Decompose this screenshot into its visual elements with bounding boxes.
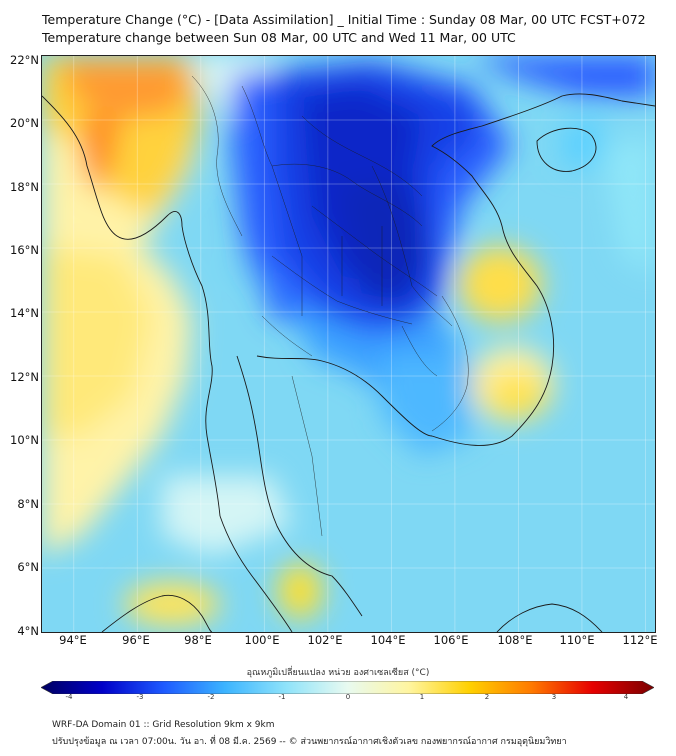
lat-label-14: 14°N [10, 306, 39, 320]
coastlines [42, 93, 655, 632]
chart-title: Temperature Change (°C) - [Data Assimila… [42, 12, 646, 27]
colorbar-tick: 1 [419, 693, 425, 701]
lat-label-6: 6°N [17, 560, 39, 574]
lat-label-8: 8°N [17, 497, 39, 511]
lat-label-4: 4°N [17, 624, 39, 638]
colorbar-tick: 3 [551, 693, 557, 701]
footer-credit: ปรับปรุงข้อมูล ณ เวลา 07:00น. วัน อา. ที… [52, 737, 567, 747]
colorbar-tick: -1 [278, 693, 286, 701]
lon-label-104: 104°E [370, 633, 406, 647]
lon-label-102: 102°E [307, 633, 343, 647]
lon-label-112: 112°E [622, 633, 658, 647]
lon-label-108: 108°E [497, 633, 533, 647]
colorbar-title: อุณหภูมิเปลี่ยนแปลง หน่วย องศาเซลเซียส (… [246, 668, 430, 678]
map-canvas [42, 56, 655, 632]
temperature-change-map [41, 55, 656, 633]
colorbar-tick: -2 [207, 693, 215, 701]
temperature-field [42, 56, 655, 632]
lat-label-12: 12°N [10, 370, 39, 384]
colorbar-tick: 0 [345, 693, 351, 701]
lon-label-100: 100°E [244, 633, 280, 647]
admin-borders [191, 75, 469, 537]
lon-label-106: 106°E [433, 633, 469, 647]
colorbar [40, 679, 655, 695]
colorbar-tick: -3 [136, 693, 144, 701]
chart-subtitle: Temperature change between Sun 08 Mar, 0… [42, 30, 516, 45]
lat-label-20: 20°N [10, 116, 39, 130]
lat-label-18: 18°N [10, 180, 39, 194]
lon-label-110: 110°E [559, 633, 595, 647]
footer-resolution: WRF-DA Domain 01 :: Grid Resolution 9km … [52, 720, 275, 730]
colorbar-tick: 2 [484, 693, 490, 701]
lat-label-16: 16°N [10, 243, 39, 257]
lat-label-10: 10°N [10, 433, 39, 447]
colorbar-tick: 4 [623, 693, 629, 701]
lat-label-22: 22°N [10, 53, 39, 67]
graticule [42, 56, 655, 632]
lon-label-94: 94°E [59, 633, 87, 647]
colorbar-tick: -4 [65, 693, 73, 701]
lon-label-96: 96°E [122, 633, 150, 647]
lon-label-98: 98°E [184, 633, 212, 647]
